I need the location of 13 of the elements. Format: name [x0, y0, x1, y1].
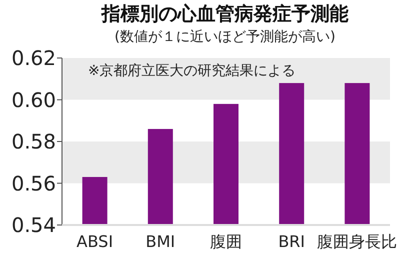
chart-subtitle: (数値が１に近いほど予測能が高い) [114, 29, 336, 45]
x-tick-label: BRI [278, 232, 306, 251]
x-tick-label: 腹囲 [210, 232, 242, 251]
y-tick-label: 0.54 [11, 213, 56, 237]
annotation: ※京都府立医大の研究結果による [88, 63, 296, 79]
y-tick-label: 0.56 [11, 171, 56, 196]
y-tick-label: 0.62 [11, 46, 56, 70]
x-tick-label: ABSI [76, 232, 114, 251]
y-tick-label: 0.60 [11, 88, 56, 112]
y-tick-label: 0.58 [11, 130, 56, 154]
x-tick-label: 腹囲身長比 [317, 232, 398, 251]
x-tick-label: BMI [146, 232, 176, 251]
chart-title: 指標別の心血管病発症予測能 [100, 3, 348, 25]
